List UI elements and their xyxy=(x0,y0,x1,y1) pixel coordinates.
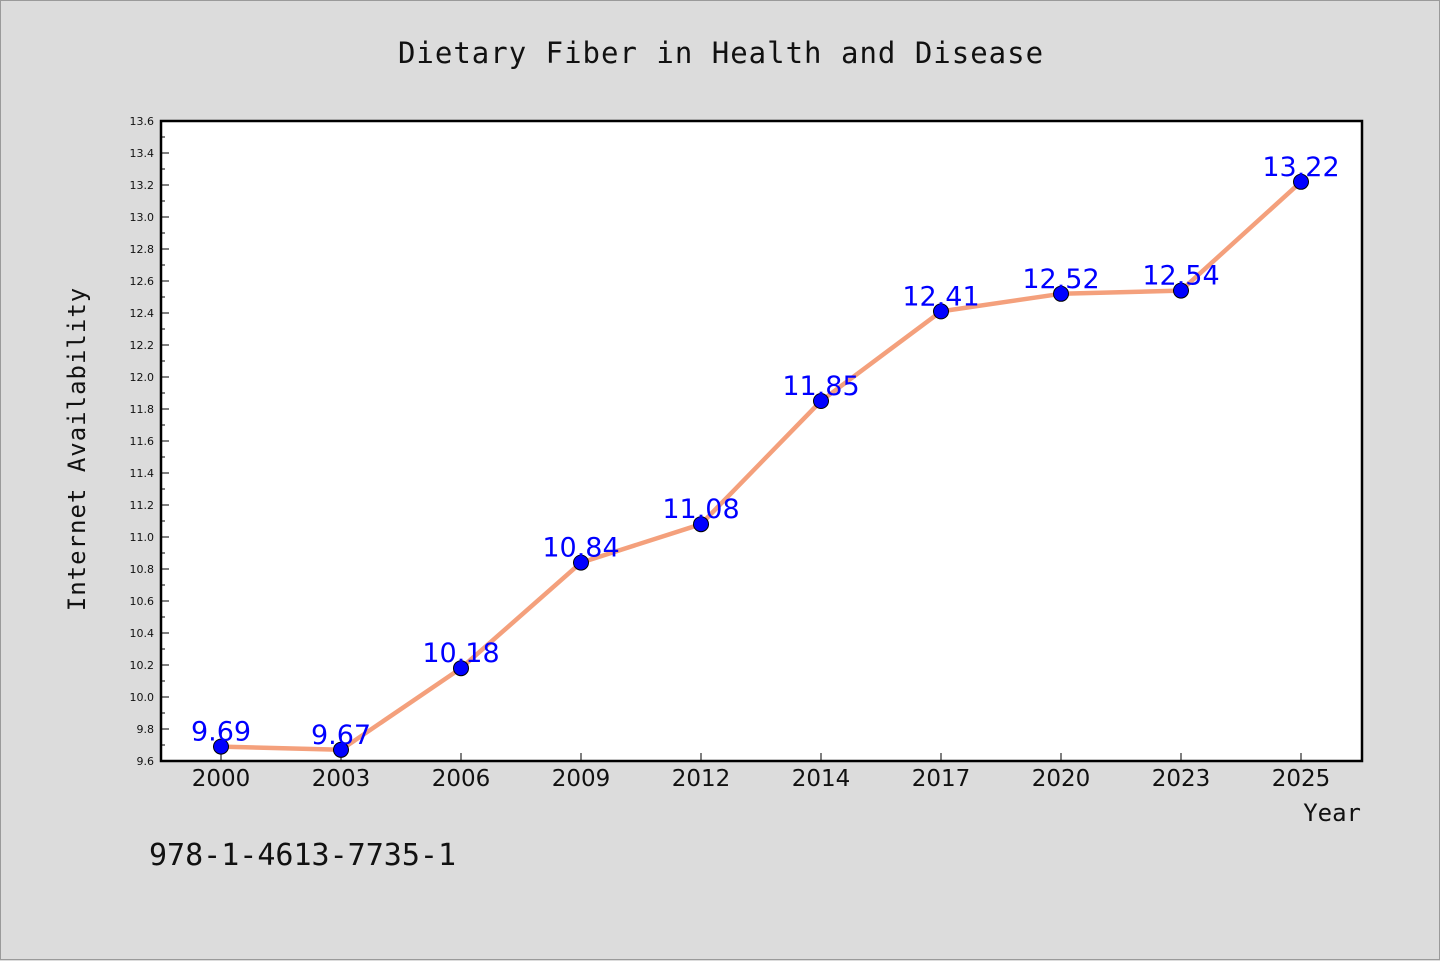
y-tick-label: 12.0 xyxy=(130,371,155,384)
data-point xyxy=(1173,282,1189,299)
x-tick-label: 2012 xyxy=(672,766,731,792)
y-tick-label: 10.4 xyxy=(130,627,155,640)
y-tick-label: 13.4 xyxy=(130,147,155,160)
series-layer: 9.69 9.67 10.18 10.84 11.08 11.85 12.41 12.52 12… xyxy=(191,152,1340,758)
data-label: 10.18 xyxy=(422,638,499,669)
y-tick-label: 13.2 xyxy=(130,179,155,192)
y-tick-label: 11.6 xyxy=(130,435,155,448)
y-tick-label: 13.0 xyxy=(130,211,155,224)
y-tick-label: 13.6 xyxy=(130,115,155,128)
data-label: 12.52 xyxy=(1022,264,1099,295)
chart-title: Dietary Fiber in Health and Disease xyxy=(398,36,1044,70)
data-label: 12.41 xyxy=(902,281,979,312)
x-tick-label: 2009 xyxy=(552,766,611,792)
x-tick-label: 2023 xyxy=(1152,766,1211,792)
y-tick-label: 9.8 xyxy=(137,723,155,736)
x-axis: 2000 2003 2006 2009 2012 2014 2017 2020 2023 2025 xyxy=(192,753,1331,792)
data-point xyxy=(693,516,709,533)
x-tick-label: 2003 xyxy=(312,766,371,792)
series-line xyxy=(218,179,1304,753)
data-point xyxy=(933,303,949,320)
y-tick-label: 10.8 xyxy=(130,563,155,576)
x-tick-label: 2020 xyxy=(1032,766,1091,792)
x-tick-label: 2000 xyxy=(192,766,251,792)
y-tick-label: 11.0 xyxy=(130,531,155,544)
y-tick-label: 11.2 xyxy=(130,499,155,512)
plot-area xyxy=(159,119,1364,763)
data-label: 11.85 xyxy=(782,371,859,402)
data-label: 10.84 xyxy=(542,533,619,564)
y-tick-label: 10.2 xyxy=(130,659,155,672)
y-tick-label: 12.2 xyxy=(130,339,155,352)
x-tick-label: 2017 xyxy=(912,766,971,792)
y-tick-label: 11.4 xyxy=(130,467,155,480)
data-label: 9.69 xyxy=(191,717,251,748)
data-label: 11.08 xyxy=(662,494,739,525)
y-tick-label: 12.6 xyxy=(130,275,155,288)
data-point xyxy=(813,393,829,409)
data-point xyxy=(453,660,469,677)
isbn-footnote: 978-1-4613-7735-1 xyxy=(149,838,456,873)
data-point xyxy=(1053,285,1069,302)
x-tick-label: 2006 xyxy=(432,766,491,792)
data-point xyxy=(213,738,229,755)
y-tick-label: 12.8 xyxy=(130,243,155,256)
y-tick-label: 12.4 xyxy=(130,307,155,320)
y-tick-label: 10.6 xyxy=(130,595,155,608)
data-point xyxy=(573,554,589,571)
x-tick-label: 2025 xyxy=(1272,766,1331,792)
data-point xyxy=(333,741,349,758)
data-label: 9.67 xyxy=(311,720,371,751)
x-axis-label: Year xyxy=(1303,799,1361,827)
y-tick-label: 9.6 xyxy=(137,755,155,768)
data-label: 12.54 xyxy=(1142,261,1219,292)
data-label: 13.22 xyxy=(1262,152,1339,183)
data-point xyxy=(1293,173,1309,190)
y-axis: 9.6 9.8 10.0 10.2 10.4 10.6 10.8 11.0 11.2 11.4 11… xyxy=(130,115,169,768)
y-tick-label: 10.0 xyxy=(130,691,155,704)
x-tick-label: 2014 xyxy=(792,766,851,792)
y-tick-label: 11.8 xyxy=(130,403,155,416)
y-axis-label: Internet Availability xyxy=(63,287,91,611)
